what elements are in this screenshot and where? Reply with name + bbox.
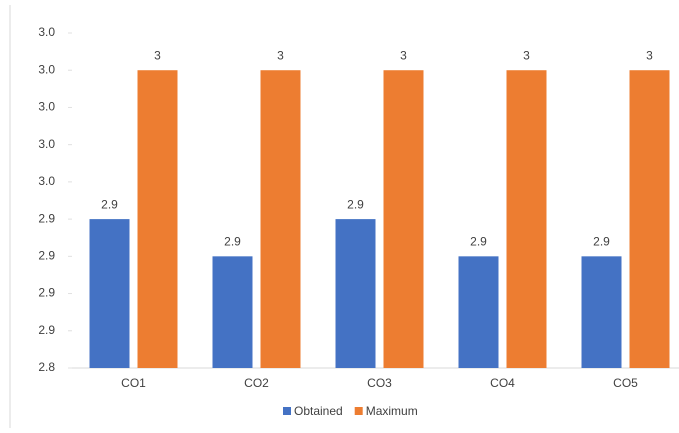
x-tick-label: CO1 bbox=[121, 376, 146, 390]
value-label: 3 bbox=[523, 48, 530, 62]
value-label: 2.9 bbox=[470, 235, 487, 249]
x-tick-label: CO2 bbox=[244, 376, 269, 390]
bar bbox=[137, 70, 178, 368]
legend-swatch bbox=[283, 407, 291, 415]
value-label: 3 bbox=[277, 48, 284, 62]
value-label: 2.9 bbox=[347, 197, 364, 211]
value-label: 2.9 bbox=[593, 235, 610, 249]
y-tick-label: 2.9 bbox=[38, 211, 55, 225]
legend-label: Maximum bbox=[366, 404, 418, 418]
y-tick-label: 2.8 bbox=[38, 360, 55, 374]
bar bbox=[335, 219, 376, 368]
bar bbox=[212, 256, 253, 368]
y-tick-label: 2.9 bbox=[38, 286, 55, 300]
y-tick-label: 3.0 bbox=[38, 174, 55, 188]
x-tick-label: CO3 bbox=[367, 376, 392, 390]
legend-label: Obtained bbox=[294, 404, 343, 418]
legend-swatch bbox=[354, 407, 363, 415]
value-label: 3 bbox=[154, 48, 161, 62]
value-label: 2.9 bbox=[101, 197, 118, 211]
y-tick-label: 2.9 bbox=[38, 323, 55, 337]
bar bbox=[458, 256, 499, 368]
bar bbox=[89, 219, 130, 368]
bar bbox=[383, 70, 424, 368]
y-tick-label: 3.0 bbox=[38, 62, 55, 76]
bar bbox=[629, 70, 670, 368]
bar bbox=[506, 70, 547, 368]
value-label: 3 bbox=[400, 48, 407, 62]
x-tick-label: CO4 bbox=[490, 376, 515, 390]
value-label: 2.9 bbox=[224, 235, 241, 249]
value-label: 3 bbox=[646, 48, 653, 62]
y-tick-label: 3.0 bbox=[38, 25, 55, 39]
y-tick-label: 2.9 bbox=[38, 249, 55, 263]
y-tick-label: 3.0 bbox=[38, 100, 55, 114]
y-tick-label: 3.0 bbox=[38, 137, 55, 151]
bar bbox=[581, 256, 622, 368]
bar bbox=[260, 70, 301, 368]
x-tick-label: CO5 bbox=[613, 376, 638, 390]
